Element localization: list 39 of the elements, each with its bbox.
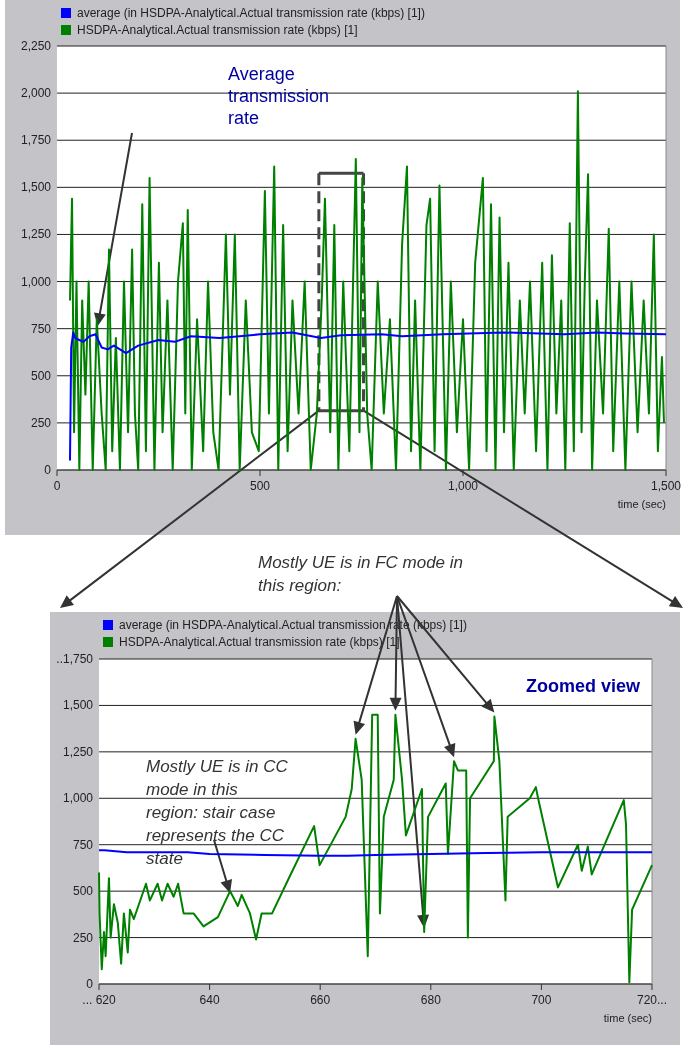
legend-label: HSDPA-Analytical.Actual transmission rate (kbps) [1] [77, 23, 358, 37]
y-tick-label: 1,750 [20, 133, 52, 148]
y-tick-label: 2,000 [20, 86, 52, 101]
y-tick-label: 500 [30, 368, 52, 383]
y-tick-label: 1,000 [62, 791, 94, 806]
annotation: Zoomed view [525, 676, 641, 696]
line-series [68, 90, 665, 471]
annotation: Average transmission rate [228, 64, 330, 128]
x-tick-label: 640 [199, 993, 220, 1007]
y-tick-label: 250 [72, 930, 94, 945]
annotation: Mostly UE is in CC mode in this region: stair case represents the CC state [146, 757, 289, 868]
y-tick-label: 1,250 [62, 744, 94, 759]
y-tick-label: 0 [44, 463, 52, 477]
y-tick-label: 750 [30, 321, 52, 336]
y-tick-label: 1,500 [62, 698, 94, 713]
x-tick-label: 660 [310, 993, 331, 1007]
legend-label: average (in HSDPA-Analytical.Actual transmission rate (kbps) [1]) [77, 6, 425, 20]
y-tick-label: 0 [86, 977, 94, 991]
x-tick-label: ... 620 [82, 993, 116, 1007]
y-tick-label: 2,250 [20, 39, 52, 53]
y-tick-label: ..1,750 [56, 652, 94, 666]
line-series [98, 713, 653, 984]
text: Mostly UE is in FC mode in this region: [258, 553, 463, 595]
y-tick-label: 250 [30, 415, 52, 430]
y-tick-label: 1,500 [20, 180, 52, 195]
x-tick-label: 500 [249, 479, 271, 493]
line-series [68, 331, 667, 462]
y-tick-label: 1,000 [20, 274, 52, 289]
x-tick-label: 680 [420, 993, 442, 1007]
y-tick-label: 500 [72, 884, 94, 899]
x-tick-label: 0 [53, 479, 61, 493]
x-axis-title: time (sec) [617, 498, 666, 510]
y-tick-label: 750 [72, 837, 94, 852]
y-tick-label: 1,250 [20, 227, 52, 242]
x-tick-label: 1,500 [650, 479, 682, 493]
x-tick-label: 720... [636, 993, 668, 1007]
x-axis-title: time (sec) [603, 1012, 652, 1024]
x-tick-label: 1,000 [447, 479, 479, 493]
x-tick-label: 700 [531, 993, 552, 1007]
